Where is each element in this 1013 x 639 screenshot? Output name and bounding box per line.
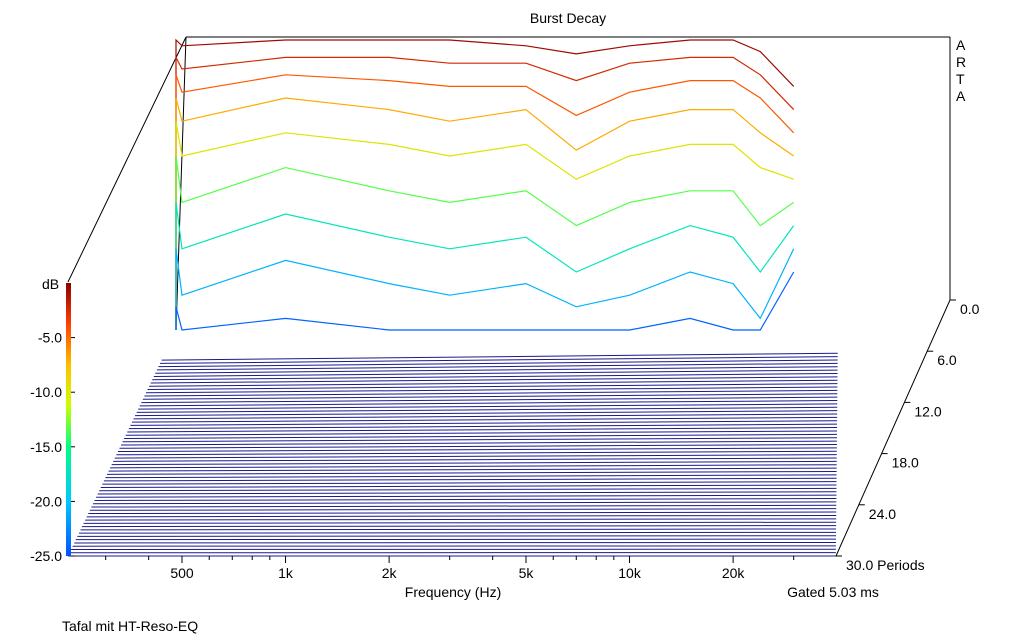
perspective-left-edge <box>67 36 187 283</box>
x-tick-label: 2k <box>382 565 398 581</box>
floor-line <box>161 352 838 361</box>
x-tick-label: 1k <box>278 565 294 581</box>
floor-line <box>150 376 838 384</box>
floor-line <box>124 433 837 439</box>
floor-line <box>122 437 837 443</box>
floor-line <box>105 474 837 479</box>
colorbar-title: dB <box>42 276 59 292</box>
decay-curve <box>175 74 795 330</box>
floor-line <box>116 450 837 456</box>
decay-curve <box>175 202 795 330</box>
colorbar-tick-label: -10.0 <box>30 384 62 400</box>
decay-curve <box>175 97 795 330</box>
floor-line <box>114 454 837 459</box>
waterfall-floor <box>68 352 838 557</box>
floor-line <box>94 498 837 502</box>
axis-ticks: 500 1k 2k 5k 10k 20k 0.0 6.0 12.0 18.0 24.0 30.0 Pe… <box>30 299 980 581</box>
z-tick-label: 6.0 <box>937 352 957 368</box>
x-axis-label: Frequency (Hz) <box>405 584 501 600</box>
decay-curve <box>175 271 795 331</box>
floor-line <box>130 420 838 426</box>
floor-line <box>111 460 837 466</box>
decay-curve <box>175 56 795 330</box>
floor-line <box>89 508 837 511</box>
floor-line <box>92 501 837 505</box>
decay-curve <box>175 121 794 330</box>
x-tick-label: 500 <box>170 565 194 581</box>
floor-line <box>106 471 837 475</box>
floor-line <box>138 403 838 410</box>
brand-letter-a2: A <box>956 88 966 104</box>
x-tick-label: 20k <box>722 565 746 581</box>
floor-line <box>152 372 838 381</box>
gated-label: Gated 5.03 ms <box>787 584 879 600</box>
colorbar-tick-label: -5.0 <box>38 330 62 346</box>
decay-curves <box>175 38 795 331</box>
floor-line <box>153 369 838 377</box>
x-tick-label: 5k <box>519 565 535 581</box>
back-wall-left-edge <box>175 36 187 331</box>
floor-line <box>156 362 838 371</box>
x-tick-label: 10k <box>618 565 642 581</box>
decay-curve <box>175 38 795 330</box>
floor-line <box>108 467 837 472</box>
floor-line <box>155 366 838 374</box>
colorbar-tick-label: -15.0 <box>30 439 62 455</box>
z-tick-label: 12.0 <box>914 403 941 419</box>
floor-line <box>103 477 837 482</box>
colorbar <box>66 283 71 556</box>
brand-letter-a1: A <box>956 37 966 53</box>
floor-line <box>91 504 837 508</box>
floor-line <box>113 457 837 462</box>
floor-line <box>133 413 838 420</box>
floor-line <box>97 491 837 495</box>
floor-line <box>121 440 837 446</box>
floor-line <box>88 511 837 515</box>
floor-line <box>149 379 838 387</box>
floor-line <box>131 416 838 423</box>
floor-line <box>119 443 837 449</box>
floor-line <box>144 389 838 397</box>
decay-curve <box>175 248 795 330</box>
z-tick-label: 24.0 <box>869 506 896 522</box>
colorbar-tick-label: -25.0 <box>30 548 62 564</box>
z-tick-label: 18.0 <box>892 455 919 471</box>
floor-line <box>139 400 838 407</box>
floor-line <box>128 423 838 430</box>
z-tick-label: 0.0 <box>960 301 980 317</box>
floor-line <box>78 531 837 534</box>
floor-line <box>145 386 838 394</box>
floor-line <box>147 383 838 391</box>
z-tick-label: 30.0 Periods <box>846 557 925 573</box>
floor-line <box>77 535 837 537</box>
caption: Tafal mit HT-Reso-EQ <box>62 618 198 634</box>
floor-line <box>85 518 837 521</box>
chart-title: Burst Decay <box>530 10 606 26</box>
floor-line <box>99 487 837 492</box>
floor-line <box>142 393 838 400</box>
floor-line <box>110 464 837 469</box>
brand-letter-t: T <box>956 71 965 87</box>
floor-line <box>75 538 836 541</box>
floor-line <box>82 525 837 528</box>
floor-line <box>136 406 838 413</box>
floor-line <box>160 356 838 364</box>
floor-line <box>127 427 838 433</box>
floor-line <box>135 410 838 417</box>
floor-line <box>96 494 837 498</box>
floor-line <box>80 528 837 531</box>
floor-line <box>83 521 837 524</box>
floor-line <box>141 396 838 404</box>
depth-axis-line <box>835 299 951 557</box>
floor-line <box>117 447 837 453</box>
decay-curve <box>175 155 795 330</box>
floor-line <box>102 481 837 485</box>
floor-line <box>125 430 837 436</box>
colorbar-tick-label: -20.0 <box>30 493 62 509</box>
floor-line <box>158 359 838 368</box>
brand-letter-r: R <box>956 54 966 70</box>
floor-line <box>100 484 837 488</box>
floor-line <box>86 514 837 518</box>
